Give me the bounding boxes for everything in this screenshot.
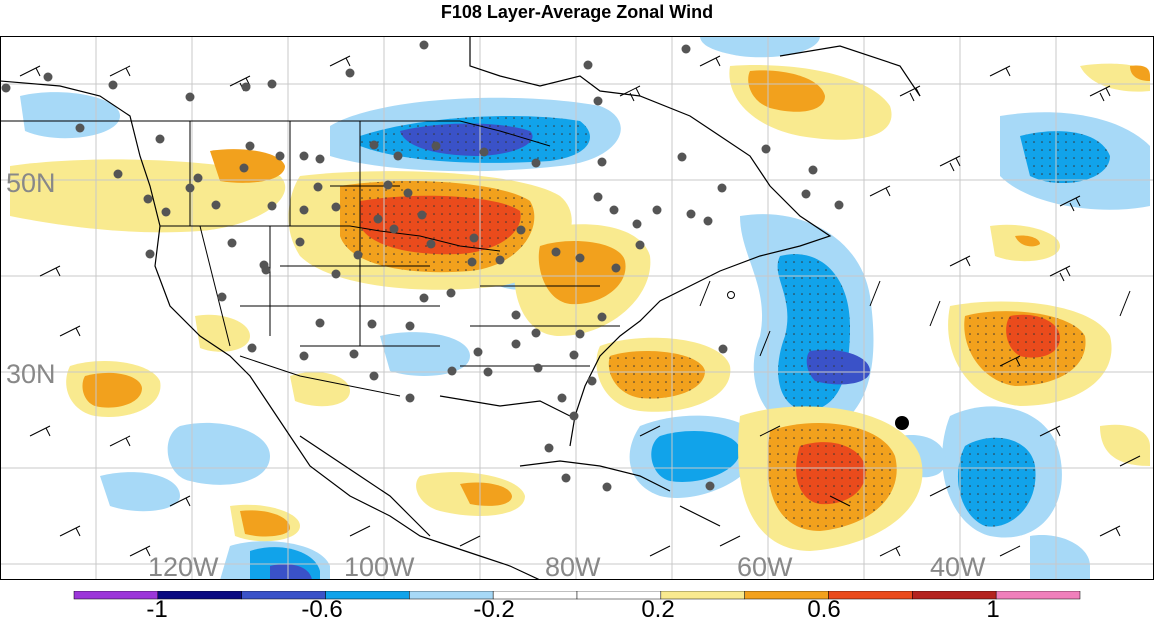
colorbar-tick-label: 0.2 <box>641 596 675 623</box>
colorbar-tick-label: -0.2 <box>473 596 515 623</box>
colorbar-swatch <box>157 590 242 600</box>
borders <box>1 120 620 397</box>
colorbar-swatch <box>73 590 159 600</box>
colorbar <box>0 590 1154 622</box>
graticule <box>1 37 1153 579</box>
lat-label-30n: 30N <box>6 359 56 389</box>
map-title: F108 Layer-Average Zonal Wind <box>440 2 714 22</box>
station-markers <box>1 40 844 492</box>
open-marker <box>727 291 735 299</box>
colorbar-swatch <box>828 590 913 600</box>
colorbar-tick-label: -1 <box>146 596 168 623</box>
lon-label-100w: 100W <box>344 552 415 582</box>
highlight-marker <box>895 416 909 430</box>
wind-barbs <box>19 55 1141 557</box>
lat-label-50n: 50N <box>6 168 56 198</box>
lon-label-120w: 120W <box>148 552 219 582</box>
lon-label-40w: 40W <box>930 552 986 582</box>
lon-label-60w: 60W <box>737 552 793 582</box>
colorbar-swatch <box>912 590 997 600</box>
lon-label-80w: 80W <box>545 552 601 582</box>
colorbar-tick-label: 1 <box>986 596 1000 623</box>
colorbar-swatch <box>995 590 1081 600</box>
coastlines <box>1 37 921 579</box>
colorbar-tick-label: -0.6 <box>301 596 343 623</box>
zonal-wind-map <box>0 36 1154 580</box>
colorbar-tick-label: 0.6 <box>807 596 841 623</box>
